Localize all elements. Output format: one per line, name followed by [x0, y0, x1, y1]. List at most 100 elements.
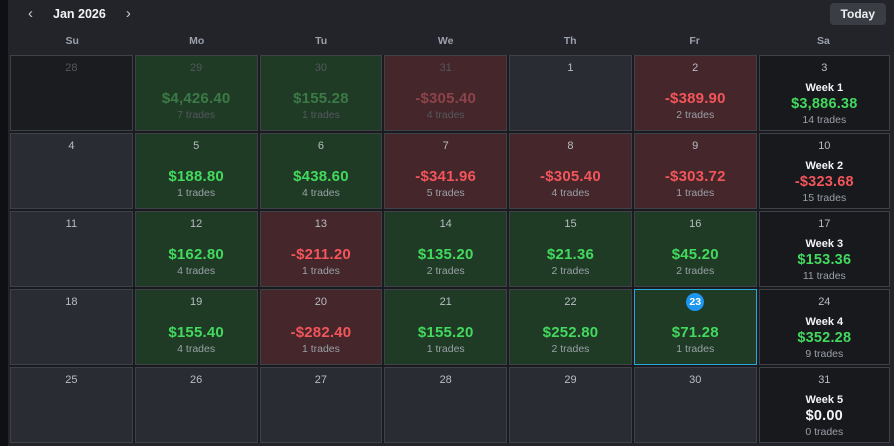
day-cell[interactable]: 23 $71.28 1 trades: [633, 289, 757, 365]
day-trades-count: 5 trades: [426, 187, 465, 199]
day-cell[interactable]: 29: [509, 367, 632, 443]
day-cell[interactable]: 21 $155.20 1 trades: [384, 289, 508, 365]
day-cell[interactable]: 27: [259, 367, 383, 443]
date-label: 29: [564, 374, 577, 386]
day-pnl-value: $252.80: [542, 324, 599, 341]
week-trades-count: 0 trades: [805, 426, 844, 438]
date-label: 4: [68, 140, 75, 152]
day-pnl-value: -$341.96: [415, 168, 477, 185]
day-trades-count: 2 trades: [676, 109, 715, 121]
day-cell[interactable]: 5 $188.80 1 trades: [134, 133, 258, 209]
day-header-label: Sa: [816, 34, 830, 47]
week-label: Week 3: [805, 238, 844, 250]
day-header-row: Su Mo Tu We Th Fr Sa: [8, 28, 894, 53]
day-cell[interactable]: 16 $45.20 2 trades: [633, 211, 757, 287]
day-pnl-value: $45.20: [671, 246, 719, 263]
day-cell[interactable]: 7 -$341.96 5 trades: [384, 133, 508, 209]
day-cell[interactable]: 12 $162.80 4 trades: [134, 211, 258, 287]
day-cell[interactable]: 4: [10, 133, 133, 209]
day-cell[interactable]: 28: [10, 55, 133, 131]
day-trades-count: 2 trades: [551, 265, 590, 277]
day-cell[interactable]: 2 -$389.90 2 trades: [633, 55, 757, 131]
day-cell[interactable]: 26: [134, 367, 258, 443]
week-summary-cell[interactable]: 10 Week 2 -$323.68 15 trades: [758, 133, 890, 209]
date-label: 31: [439, 62, 452, 74]
date-label: 21: [439, 296, 452, 308]
day-trades-count: 4 trades: [177, 343, 216, 355]
week-summary-cell[interactable]: 17 Week 3 $153.36 11 trades: [758, 211, 890, 287]
day-trades-count: 4 trades: [301, 187, 340, 199]
day-trades-count: 1 trades: [301, 109, 340, 121]
calendar-panel: ‹ Jan 2026 › Today Su Mo Tu We Th Fr Sa 28 29 $4…: [8, 0, 894, 446]
date-label: 20: [314, 296, 328, 308]
week-pnl-value: $352.28: [797, 330, 852, 346]
date-label: 8: [567, 140, 574, 152]
day-cell[interactable]: 31 -$305.40 4 trades: [384, 55, 508, 131]
day-header-label: Fr: [689, 34, 700, 47]
day-pnl-value: -$282.40: [290, 324, 352, 341]
date-label: 30: [314, 62, 328, 74]
date-label: 18: [65, 296, 78, 308]
day-cell[interactable]: 1: [509, 55, 632, 131]
day-cell[interactable]: 13 -$211.20 1 trades: [259, 211, 383, 287]
day-cell[interactable]: 14 $135.20 2 trades: [384, 211, 508, 287]
week-summary-cell[interactable]: 31 Week 5 $0.00 0 trades: [758, 367, 890, 443]
day-cell[interactable]: 30: [633, 367, 757, 443]
day-trades-count: 4 trades: [426, 109, 465, 121]
today-button[interactable]: Today: [829, 3, 886, 25]
day-header-label: Th: [563, 34, 577, 47]
day-cell[interactable]: 25: [10, 367, 133, 443]
calendar-toolbar: ‹ Jan 2026 › Today: [8, 0, 894, 28]
day-trades-count: 1 trades: [676, 343, 715, 355]
day-pnl-value: $135.20: [417, 246, 474, 263]
day-pnl-value: $21.36: [546, 246, 595, 263]
day-cell[interactable]: 15 $21.36 2 trades: [509, 211, 632, 287]
day-pnl-value: $162.80: [168, 246, 224, 263]
date-label: 31: [818, 374, 831, 386]
week-trades-count: 14 trades: [802, 114, 847, 126]
day-pnl-value: -$305.40: [415, 90, 477, 107]
week-summary-cell[interactable]: 3 Week 1 $3,886.38 14 trades: [758, 55, 890, 131]
day-cell[interactable]: 18: [10, 289, 133, 365]
day-cell[interactable]: 28: [384, 367, 508, 443]
week-label: Week 1: [805, 82, 844, 94]
date-label: 11: [65, 218, 78, 230]
day-pnl-value: $155.28: [293, 90, 349, 107]
prev-month-button[interactable]: ‹: [28, 5, 33, 22]
week-label: Week 2: [805, 160, 844, 172]
week-label: Week 5: [805, 394, 844, 406]
day-cell[interactable]: 19 $155.40 4 trades: [134, 289, 258, 365]
day-cell[interactable]: 30 $155.28 1 trades: [259, 55, 383, 131]
date-label: 2: [692, 62, 699, 74]
day-cell[interactable]: 11: [10, 211, 133, 287]
day-cell[interactable]: 8 -$305.40 4 trades: [509, 133, 632, 209]
date-label: 3: [821, 62, 828, 74]
date-label: 17: [818, 218, 831, 230]
week-trades-count: 11 trades: [802, 270, 846, 282]
date-label: 26: [190, 374, 203, 386]
day-cell[interactable]: 6 $438.60 4 trades: [259, 133, 383, 209]
next-month-button[interactable]: ›: [125, 5, 131, 22]
day-cell[interactable]: 20 -$282.40 1 trades: [259, 289, 383, 365]
day-trades-count: 1 trades: [676, 187, 715, 199]
date-label: 23: [689, 296, 702, 308]
day-pnl-value: $188.80: [168, 168, 224, 185]
day-pnl-value: $71.28: [671, 324, 719, 341]
date-label: 19: [190, 296, 203, 308]
day-trades-count: 1 trades: [301, 343, 340, 355]
day-cell[interactable]: 29 $4,426.40 7 trades: [134, 55, 258, 131]
day-trades-count: 2 trades: [676, 265, 715, 277]
week-pnl-value: $153.36: [797, 252, 852, 268]
week-trades-count: 9 trades: [805, 348, 844, 360]
day-pnl-value: -$305.40: [540, 168, 601, 185]
date-label: 7: [442, 140, 449, 152]
date-label: 15: [564, 218, 577, 230]
day-trades-count: 4 trades: [177, 265, 216, 277]
date-label: 24: [818, 296, 831, 308]
day-cell[interactable]: 9 -$303.72 1 trades: [633, 133, 757, 209]
day-cell[interactable]: 22 $252.80 2 trades: [509, 289, 632, 365]
date-label: 14: [439, 218, 452, 230]
week-summary-cell[interactable]: 24 Week 4 $352.28 9 trades: [758, 289, 890, 365]
date-label: 12: [190, 218, 203, 230]
calendar-grid: 28 29 $4,426.40 7 trades 30 $155.28 1 trades 31…: [10, 55, 890, 443]
